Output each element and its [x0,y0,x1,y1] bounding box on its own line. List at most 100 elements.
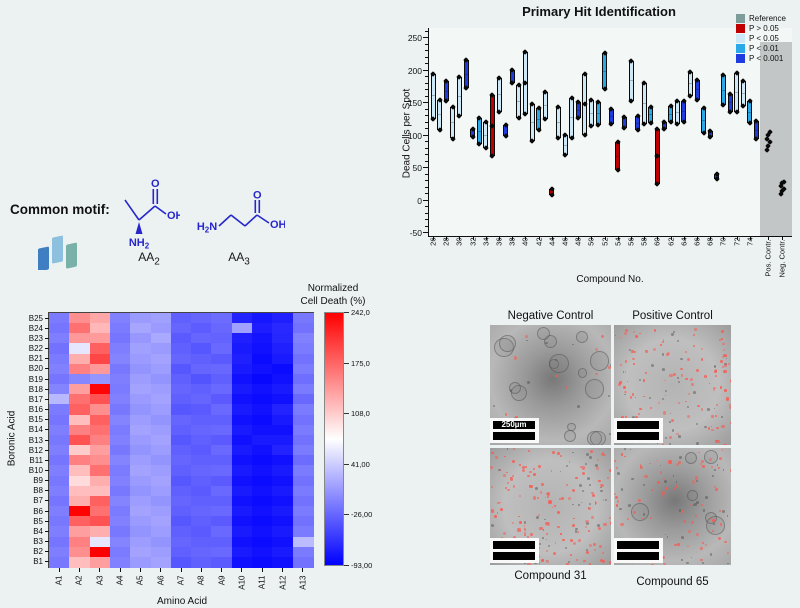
dead-cell-dot [518,515,521,518]
dead-cell-dot [651,564,654,565]
box-median [444,90,448,92]
speck [539,543,541,545]
box-median [702,119,706,121]
dead-cell-dot [522,469,525,472]
box-median [589,112,593,114]
speck [572,451,574,454]
heatmap-row-label: B3 [33,537,43,547]
heatmap-cell-B2-A8 [191,546,213,558]
dead-cell-dot [560,496,564,500]
dead-cell-dot [676,543,680,546]
dead-cell-dot [728,363,731,366]
box-median [735,91,739,93]
dead-cell-dot [554,504,557,507]
x-tick [446,236,448,240]
speck [665,436,668,439]
dead-cell-dot [587,530,590,533]
speck [622,370,625,373]
dead-cell-dot [624,329,628,333]
dead-cell-dot [645,349,648,352]
heatmap-cell-B23-A9 [211,333,233,345]
heatmap-cell-B21-A6 [150,353,172,365]
heatmap-cell-B4-A9 [211,526,233,538]
dead-cell-dot [705,544,708,546]
svg-text:OH: OH [270,219,285,231]
speck [586,477,590,481]
heatmap-cell-B17-A4 [109,394,131,406]
speck [695,501,699,505]
heatmap-row-tick [45,500,49,502]
heatmap-cell-B7-A10 [231,495,253,507]
colorbar-tick-mark [344,565,349,566]
heatmap-cell-B4-A6 [150,526,172,538]
heatmap-cell-B17-A8 [191,394,213,406]
dead-cell-dot [634,415,638,420]
heatmap-cell-B21-A7 [170,353,192,365]
heatmap-cell-B7-A3 [89,495,111,507]
heatmap-cell-B20-A3 [89,363,111,375]
heatmap-cell-B10-A9 [211,465,233,477]
heatmap-cell-B17-A2 [69,394,91,406]
heatmap-cell-B18-A3 [89,384,111,395]
y-tick-minor [425,147,428,149]
heatmap-x-axis-label: Amino Acid [156,596,208,607]
heatmap-cell-B6-A3 [89,506,111,517]
y-tick-minor [425,82,428,84]
heatmap-cell-B21-A12 [272,353,294,365]
dead-cell-dot [721,448,724,451]
heatmap-cell-B16-A7 [170,404,192,416]
heatmap-cell-B8-A1 [49,485,70,497]
dead-cell-dot [505,487,507,490]
dead-cell-dot [701,464,705,469]
boxplot-title: Primary Hit Identification [522,4,676,19]
dead-cell-dot [577,538,582,542]
heatmap-cell-B19-A5 [130,373,152,385]
heatmap-cell-B23-A13 [292,333,314,345]
speck [649,397,652,400]
dead-cell-dot [663,379,666,382]
dead-cell-dot [499,501,502,504]
heatmap-row-tick [45,480,49,482]
y-tick-minor [425,160,428,162]
box-median [477,130,481,132]
heatmap-col-label: A2 [74,575,84,586]
heatmap-cell-B24-A2 [69,323,91,334]
dead-cell-dot [668,460,672,464]
y-tick-minor [425,89,428,91]
dead-cell-dot [602,560,605,563]
heatmap-col-label: A6 [156,575,166,586]
heatmap-cell-B11-A8 [191,455,213,466]
heatmap-cell-B1-A11 [252,556,273,568]
box-median [603,70,607,72]
dead-cell-dot [714,368,718,372]
heatmap-row-label: B2 [33,547,43,557]
dead-cell-dot [634,350,636,353]
heatmap-cell-B10-A7 [170,465,192,477]
heatmap-cell-B6-A9 [211,506,233,517]
heatmap-cell-B16-A1 [49,404,70,416]
heatmap-cell-B25-A4 [109,313,131,324]
heatmap-cell-B22-A13 [292,343,314,355]
speck [669,442,672,445]
dead-cell-dot [529,471,532,474]
heatmap-cell-B1-A6 [150,556,172,568]
heatmap-cell-B6-A13 [292,506,314,517]
heatmap-cell-B4-A5 [130,526,152,538]
dead-cell-dot [711,428,714,432]
heatmap-cell-B15-A3 [89,414,111,426]
speck [676,339,680,343]
speck [714,366,717,369]
dead-cell-dot [714,487,719,492]
dead-cell-dot [694,514,697,518]
colorbar-tick-mark [344,362,349,364]
heatmap-cell-B14-A1 [49,424,70,436]
dead-cell-dot [554,542,557,544]
heatmap-cell-B9-A6 [150,475,172,487]
x-tick [565,236,566,240]
dead-cell-dot [551,506,554,509]
spheroid [536,327,551,341]
heatmap-row-label: B15 [28,415,43,425]
dead-cell-dot [688,392,691,395]
heatmap-cell-B9-A9 [211,475,233,487]
dead-cell-dot [616,500,620,504]
